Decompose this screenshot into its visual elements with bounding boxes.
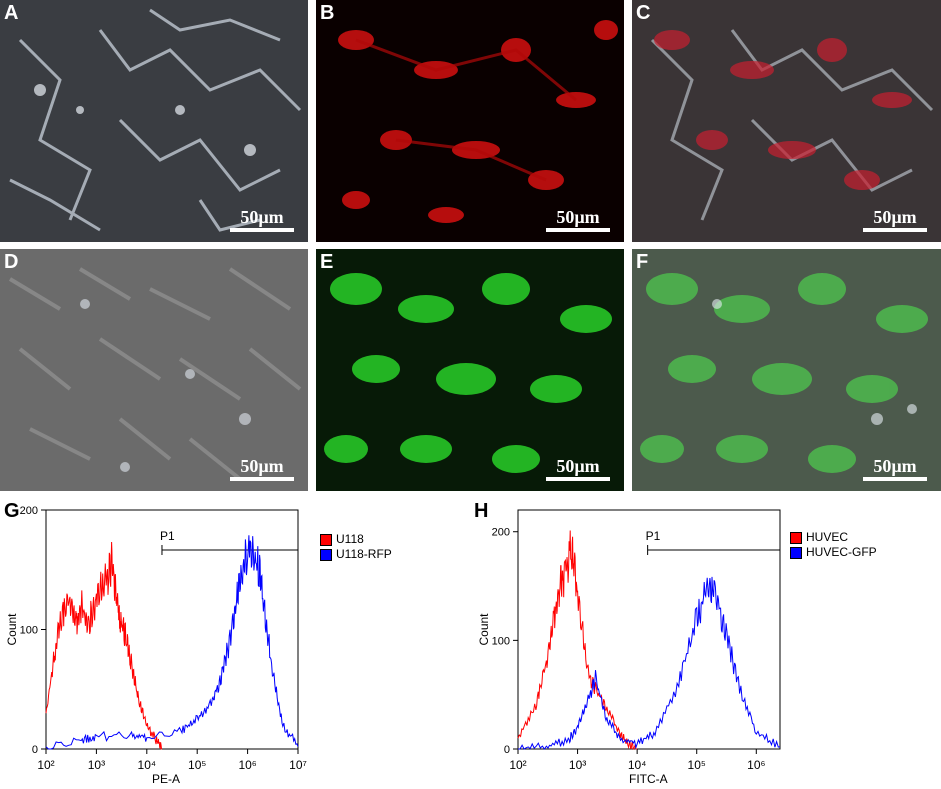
legend-item-u118: U118	[320, 532, 392, 547]
merged-image	[632, 0, 941, 242]
x-tick-label: 10²	[37, 758, 54, 772]
histogram-h-svg: 10² 10³ 10⁴ 10⁵ 10⁶ 0 100 200 FITC-A Count P1	[477, 509, 781, 786]
y-tick-label: 100	[492, 635, 510, 647]
plot-frame	[517, 509, 781, 750]
x-tick-label: 10⁶	[238, 758, 256, 772]
micrograph-f-merge: F 50µm	[632, 249, 941, 491]
legend-label: U118-RFP	[336, 547, 392, 561]
legend-label: HUVEC-GFP	[806, 545, 877, 559]
scale-line-f	[863, 477, 927, 481]
x-tick-label: 10²	[509, 758, 526, 772]
x-tick-label: 10⁵	[688, 758, 706, 772]
panel-label-c: C	[636, 2, 651, 24]
scale-line-b	[546, 228, 610, 232]
scale-line-a	[230, 228, 294, 232]
legend-g: U118 U118-RFP	[320, 532, 392, 562]
scale-label-c: 50µm	[873, 207, 917, 227]
micrograph-e-gfp: E 50µm	[316, 249, 624, 491]
gate-label: P1	[646, 529, 661, 543]
green-fluorescence-image	[316, 249, 624, 491]
plot-frame	[45, 509, 299, 750]
micrograph-a-phase: A 50µm	[0, 0, 308, 242]
series-line-huvec-gfp	[518, 576, 781, 750]
x-tick-label: 10³	[569, 758, 586, 772]
scale-label-a: 50µm	[240, 207, 284, 227]
scale-label-d: 50µm	[240, 456, 284, 476]
scale-bar-c: 50µm	[863, 208, 927, 232]
phase-contrast-image	[0, 249, 308, 491]
y-tick-label: 100	[20, 625, 38, 637]
scale-bar-e: 50µm	[546, 457, 610, 481]
panel-label-a: A	[4, 2, 19, 24]
y-tick-label: 200	[20, 505, 38, 517]
scale-line-e	[546, 477, 610, 481]
series-line-huvec	[517, 530, 638, 751]
legend-label: HUVEC	[806, 530, 849, 544]
panel-label-h: H	[474, 500, 489, 522]
x-tick-label: 10⁴	[138, 758, 157, 772]
legend-item-huvec: HUVEC	[790, 530, 877, 545]
micrograph-d-phase: D 50µm	[0, 249, 308, 491]
y-tick-label: 0	[32, 744, 38, 756]
y-tick-label: 200	[492, 527, 510, 539]
scale-bar-d: 50µm	[230, 457, 294, 481]
scale-label-e: 50µm	[556, 456, 600, 476]
scale-bar-b: 50µm	[546, 208, 610, 232]
y-axis-label: Count	[477, 613, 491, 646]
panel-label-e: E	[320, 251, 334, 273]
legend-swatch-blue	[790, 546, 802, 559]
x-axis-label: FITC-A	[629, 772, 668, 786]
red-fluorescence-image	[316, 0, 624, 242]
series-line-u118-rfp	[45, 535, 299, 750]
x-tick-label: 10⁵	[188, 758, 206, 772]
legend-item-u118-rfp: U118-RFP	[320, 547, 392, 562]
legend-h: HUVEC HUVEC-GFP	[790, 530, 877, 560]
legend-item-huvec-gfp: HUVEC-GFP	[790, 545, 877, 560]
legend-swatch-red	[320, 533, 332, 546]
flow-histogram-g: 10² 10³ 10⁴ 10⁵ 10⁶ 10⁷ 0 100 200 PE-A Count P1 G U…	[0, 500, 470, 789]
scale-label-f: 50µm	[873, 456, 917, 476]
x-tick-label: 10⁴	[628, 758, 647, 772]
panel-label-g: G	[4, 500, 20, 522]
scale-bar-a: 50µm	[230, 208, 294, 232]
scale-line-c	[863, 228, 927, 232]
panel-label-b: B	[320, 2, 335, 24]
panel-label-d: D	[4, 251, 19, 273]
scale-label-b: 50µm	[556, 207, 600, 227]
panel-label-f: F	[636, 251, 649, 273]
x-tick-label: 10³	[88, 758, 105, 772]
series-line-u118	[45, 541, 162, 750]
x-tick-label: 10⁶	[747, 758, 765, 772]
x-tick-label: 10⁷	[289, 758, 307, 772]
scale-line-d	[230, 477, 294, 481]
gate-label: P1	[160, 529, 175, 543]
flow-histogram-h: 10² 10³ 10⁴ 10⁵ 10⁶ 0 100 200 FITC-A Count P1 H HU…	[470, 500, 941, 789]
micrograph-b-rfp: B 50µm	[316, 0, 624, 242]
merged-image	[632, 249, 941, 491]
legend-label: U118	[336, 532, 364, 546]
phase-contrast-image	[0, 0, 308, 242]
scale-bar-f: 50µm	[863, 457, 927, 481]
legend-swatch-red	[790, 531, 802, 544]
x-axis-label: PE-A	[152, 772, 180, 786]
y-axis-label: Count	[5, 613, 19, 646]
legend-swatch-blue	[320, 548, 332, 561]
histogram-g-svg: 10² 10³ 10⁴ 10⁵ 10⁶ 10⁷ 0 100 200 PE-A Count P1	[5, 505, 307, 786]
micrograph-c-merge: C 50µm	[632, 0, 941, 242]
y-tick-label: 0	[504, 744, 510, 756]
